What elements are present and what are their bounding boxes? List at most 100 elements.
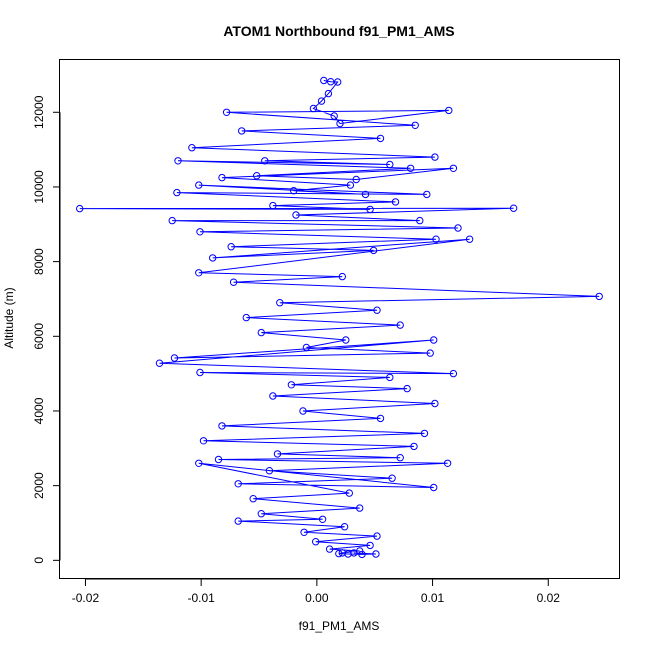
data-point: [320, 76, 328, 85]
data-point: [265, 467, 274, 475]
data-point: [420, 429, 429, 438]
data-point: [269, 392, 277, 400]
data-point: [195, 459, 203, 467]
data-point: [324, 89, 333, 98]
data-point: [222, 108, 231, 117]
series-layer: [76, 76, 603, 559]
data-point: [195, 181, 203, 189]
x-tick-label: 0.02: [537, 591, 561, 605]
data-point: [300, 528, 308, 536]
y-tick-label: 4000: [32, 397, 46, 424]
data-point: [174, 157, 182, 165]
data-point: [449, 164, 458, 173]
data-point: [173, 188, 181, 197]
data-point: [509, 204, 518, 212]
data-point: [238, 127, 246, 135]
data-point: [432, 235, 440, 243]
data-point: [249, 495, 257, 503]
data-point: [396, 321, 404, 329]
data-point: [449, 369, 458, 378]
data-point: [406, 164, 415, 173]
data-point: [257, 328, 265, 337]
plot-frame: [59, 59, 620, 579]
data-point: [253, 172, 261, 180]
data-point: [350, 549, 358, 557]
data-point: [345, 489, 353, 497]
data-point: [170, 354, 179, 362]
data-point: [373, 532, 381, 540]
chart-title: ATOM1 Northbound f91_PM1_AMS: [223, 23, 454, 39]
data-point: [416, 216, 424, 225]
data-point: [386, 373, 394, 382]
data-point: [338, 272, 346, 281]
x-tick-label: 0.01: [421, 591, 445, 605]
y-tick-label: 8000: [32, 248, 46, 275]
data-point: [273, 450, 282, 458]
y-axis-label: Altitude (m): [2, 287, 16, 348]
data-point: [340, 523, 349, 531]
data-point: [199, 437, 208, 445]
data-point: [410, 442, 418, 451]
data-point: [372, 550, 380, 558]
x-axis: -0.02 -0.01 0.00 0.01 0.02: [72, 578, 561, 605]
data-point: [388, 474, 396, 482]
data-point: [229, 278, 238, 286]
data-point: [391, 198, 400, 206]
data-point: [218, 422, 226, 430]
data-point: [445, 106, 453, 115]
data-point: [309, 104, 318, 113]
data-point: [373, 306, 381, 314]
data-point: [218, 173, 226, 182]
data-point: [465, 235, 474, 243]
data-point: [431, 399, 439, 408]
data-point: [335, 549, 343, 558]
data-point: [369, 246, 378, 255]
y-tick-label: 12000: [32, 95, 46, 129]
data-point: [269, 201, 277, 210]
y-tick-label: 2000: [32, 472, 46, 499]
data-point: [454, 224, 462, 232]
data-point: [292, 211, 300, 219]
data-point: [334, 78, 342, 86]
data-point: [227, 243, 235, 251]
data-point: [403, 384, 411, 393]
data-point: [376, 134, 385, 143]
data-point: [376, 414, 385, 423]
data-point: [195, 269, 203, 277]
series-line: [79, 80, 600, 555]
data-point: [76, 204, 84, 213]
y-axis: 0 2000 4000 6000 8000 10000 12000: [32, 95, 61, 564]
data-point: [234, 480, 242, 488]
data-point: [257, 510, 265, 518]
data-point: [336, 119, 344, 128]
data-point: [325, 545, 334, 553]
x-tick-label: -0.02: [72, 591, 100, 605]
data-point: [366, 205, 374, 214]
data-point: [352, 175, 360, 184]
data-point: [411, 121, 419, 130]
x-tick-label: -0.01: [187, 591, 215, 605]
data-point: [330, 112, 338, 120]
data-point: [214, 455, 223, 464]
data-point: [317, 97, 326, 105]
x-axis-label: f91_PM1_AMS: [299, 619, 380, 633]
y-tick-label: 6000: [32, 323, 46, 350]
data-point: [261, 157, 269, 165]
data-point: [426, 349, 434, 357]
data-point: [312, 538, 320, 546]
y-tick-label: 0: [32, 557, 46, 564]
data-point: [342, 336, 350, 344]
data-point: [361, 190, 370, 199]
data-point: [196, 228, 204, 236]
data-point: [386, 160, 394, 169]
data-point: [299, 407, 307, 415]
data-point: [358, 550, 366, 559]
data-point: [595, 292, 603, 301]
data-point: [356, 504, 364, 512]
data-point: [287, 381, 296, 389]
data-point: [327, 78, 335, 86]
data-point: [423, 190, 431, 199]
data-point: [318, 515, 327, 523]
data-point: [168, 216, 176, 225]
